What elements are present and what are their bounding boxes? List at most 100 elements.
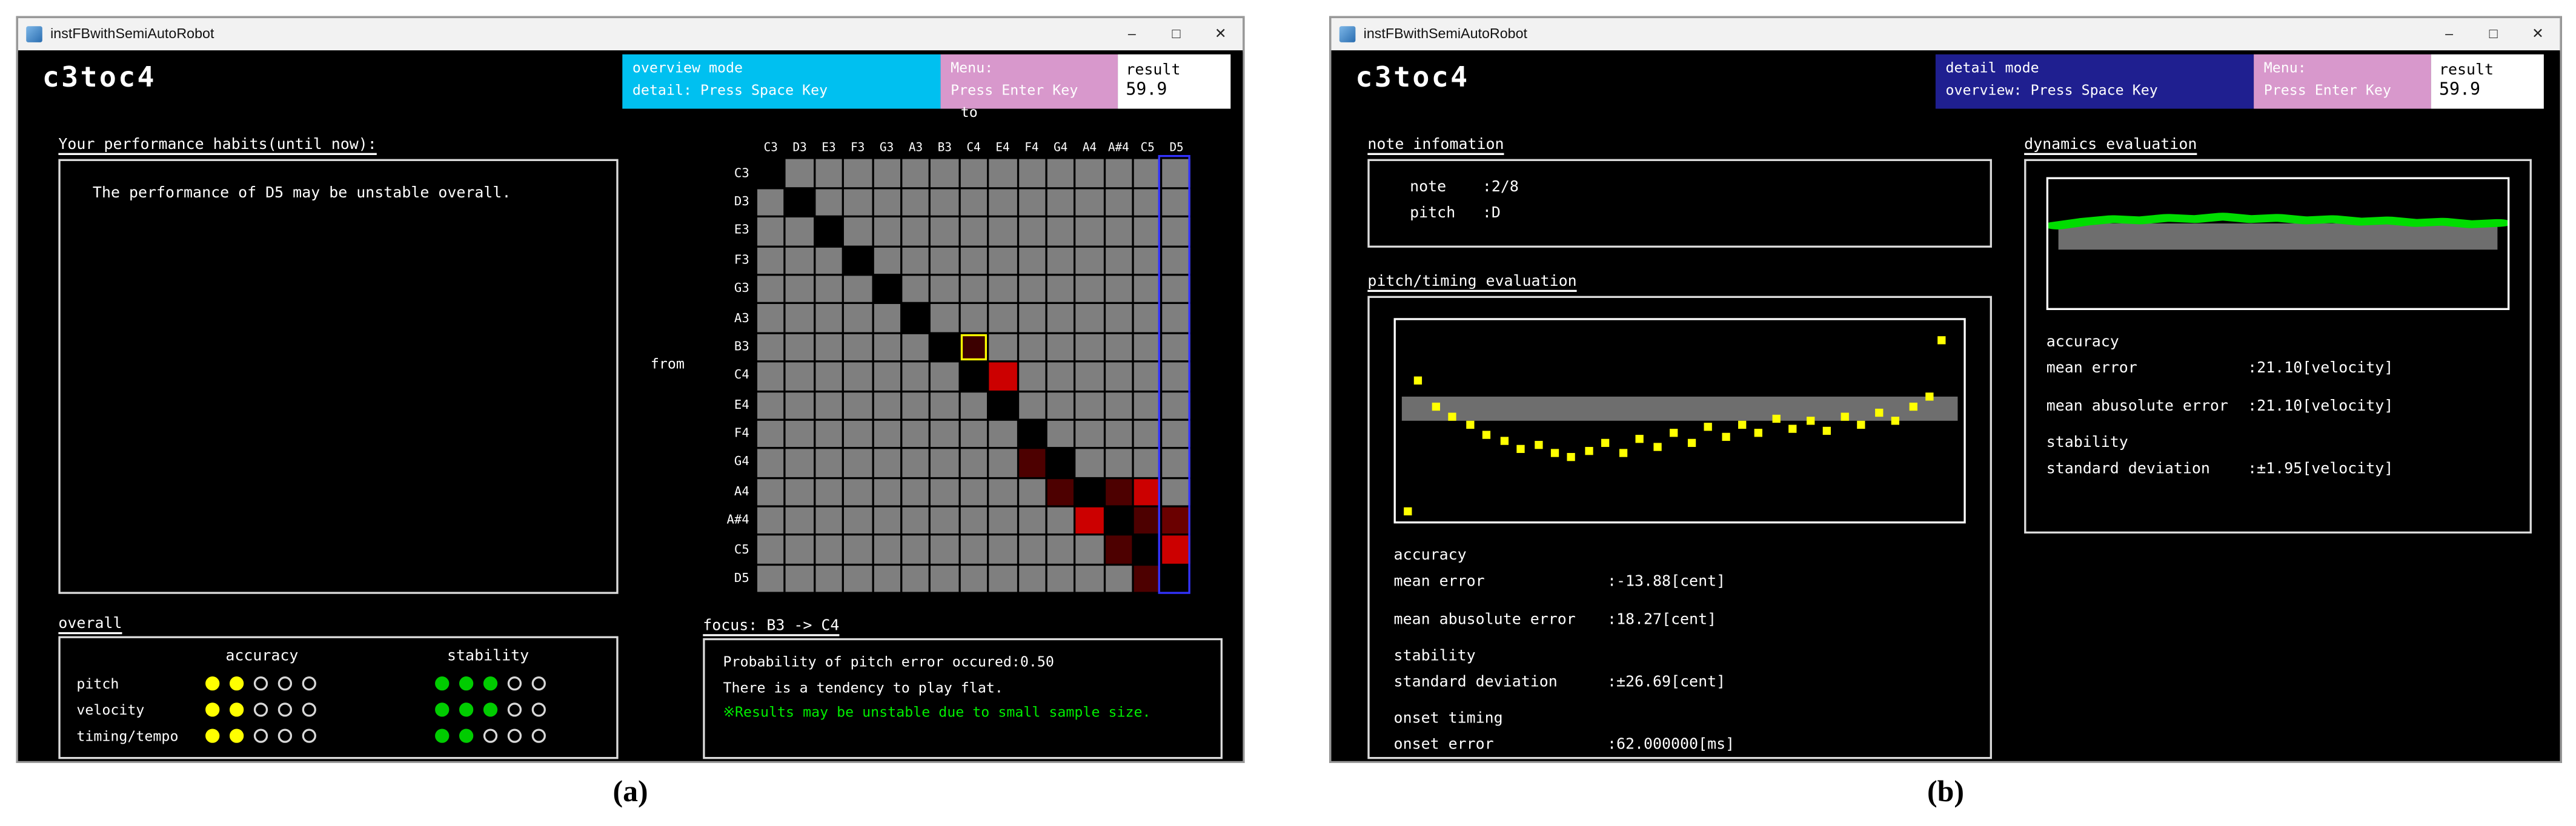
matrix-row-label: D5 xyxy=(734,572,749,586)
matrix-cell xyxy=(1076,188,1103,216)
matrix-col-header: A4 xyxy=(1082,144,1097,156)
mode-line-1: detail mode xyxy=(1945,60,2039,77)
titlebar[interactable]: instFBwithSemiAutoRobot – □ ✕ xyxy=(18,18,1243,53)
matrix-row-label: F4 xyxy=(734,427,749,441)
matrix-cell xyxy=(1076,159,1103,187)
minimize-button[interactable]: – xyxy=(1127,27,1136,42)
window-overview-mode: instFBwithSemiAutoRobot – □ ✕ c3toc4 ove… xyxy=(16,16,1245,763)
note-line: note:2/8 xyxy=(1410,173,1990,199)
matrix-cell xyxy=(1047,333,1074,361)
matrix-row-label: C3 xyxy=(734,166,749,180)
note-value: :2/8 xyxy=(1482,177,1519,196)
close-button[interactable]: ✕ xyxy=(1214,28,1227,42)
stat-group-header: stability xyxy=(2046,432,2128,451)
matrix-cell xyxy=(960,188,988,216)
matrix-col-header: C5 xyxy=(1140,144,1155,156)
matrix-cell xyxy=(815,449,843,477)
stat-label: standard deviation xyxy=(1393,672,1558,690)
matrix-cell xyxy=(989,507,1017,535)
matrix-cell xyxy=(989,333,1017,361)
matrix-cell xyxy=(931,565,958,593)
matrix-cell xyxy=(1134,217,1161,245)
titlebar[interactable]: instFBwithSemiAutoRobot – □ ✕ xyxy=(1331,18,2560,53)
matrix-cell xyxy=(1105,536,1132,564)
matrix-cell xyxy=(902,391,929,419)
matrix-cell xyxy=(844,391,872,419)
matrix-cell xyxy=(786,507,814,535)
maximize-button[interactable]: □ xyxy=(2489,27,2498,42)
habits-panel: The performance of D5 may be unstable ov… xyxy=(58,159,619,594)
overall-row-label: velocity xyxy=(76,702,145,719)
matrix-cell xyxy=(757,420,785,448)
matrix-cell xyxy=(1076,333,1103,361)
matrix-cell xyxy=(1018,420,1046,448)
pitch-eval-label: pitch/timing evaluation xyxy=(1367,271,1577,290)
matrix-cell xyxy=(873,478,900,506)
rating-dot xyxy=(229,702,244,717)
pitch-data-point xyxy=(1636,435,1644,443)
matrix-cell xyxy=(989,246,1017,274)
matrix-cell xyxy=(1163,391,1190,419)
close-button[interactable]: ✕ xyxy=(2532,28,2544,42)
maximize-button[interactable]: □ xyxy=(1172,27,1181,42)
matrix-cell xyxy=(757,276,785,303)
matrix-cell xyxy=(757,449,785,477)
matrix-cell xyxy=(931,188,958,216)
focus-panel: Probability of pitch error occured:0.50 T… xyxy=(703,638,1223,759)
matrix-cell xyxy=(815,217,843,245)
matrix-cell xyxy=(1018,565,1046,593)
matrix-cell xyxy=(960,507,988,535)
dynamics-stats: accuracy mean error:21.10[velocity] mean a… xyxy=(2047,330,2518,480)
matrix-cell xyxy=(844,276,872,303)
matrix-cell xyxy=(1018,391,1046,419)
matrix-cell xyxy=(815,159,843,187)
matrix-cell xyxy=(931,159,958,187)
matrix-cell xyxy=(1134,449,1161,477)
matrix-cell xyxy=(1018,246,1046,274)
matrix-cell xyxy=(931,536,958,564)
pitch-data-point xyxy=(1466,420,1474,429)
client-area: c3toc4 detail mode overview: Press Space… xyxy=(1331,50,2560,761)
stat-label: onset error xyxy=(1393,734,1494,753)
accuracy-column-header: accuracy xyxy=(225,646,299,665)
rating-dot xyxy=(507,676,522,691)
stat-line: mean error:-13.88[cent] xyxy=(1394,569,1978,594)
result-label: result xyxy=(1126,60,1181,79)
matrix-col-header: A3 xyxy=(908,144,923,156)
matrix-cell xyxy=(844,305,872,332)
matrix-cell xyxy=(844,478,872,506)
pitch-data-point xyxy=(1533,441,1542,449)
matrix-cell xyxy=(1018,333,1046,361)
matrix-cell xyxy=(1076,362,1103,390)
matrix-cell xyxy=(1134,391,1161,419)
matrix-cell xyxy=(873,362,900,390)
matrix-cell xyxy=(1134,420,1161,448)
overall-row: pitch xyxy=(61,672,617,698)
matrix-cell xyxy=(1134,276,1161,303)
matrix-cell xyxy=(1047,276,1074,303)
matrix-cell xyxy=(1163,449,1190,477)
matrix-cell xyxy=(902,478,929,506)
pitch-data-point xyxy=(1806,417,1814,425)
piece-title: c3toc4 xyxy=(1355,62,1470,95)
minimize-button[interactable]: – xyxy=(2445,27,2454,42)
pitch-data-point xyxy=(1908,402,1917,411)
pitch-data-point xyxy=(1772,414,1781,423)
matrix-cell xyxy=(844,420,872,448)
matrix-cell xyxy=(873,565,900,593)
stat-label: mean error xyxy=(1393,572,1485,590)
matrix-row-label: A3 xyxy=(734,311,749,326)
matrix-to-label: to xyxy=(960,104,978,121)
pitch-eval-panel: accuracy mean error:-13.88[cent] mean abus… xyxy=(1367,296,1992,759)
matrix-cell xyxy=(786,565,814,593)
rating-dot xyxy=(507,729,522,743)
menu-banner: Menu: Press Enter Key xyxy=(940,54,1118,109)
matrix-cell xyxy=(1105,333,1132,361)
matrix-cell xyxy=(902,536,929,564)
matrix-cell xyxy=(873,305,900,332)
matrix-cell xyxy=(902,507,929,535)
matrix-cell xyxy=(844,565,872,593)
matrix-row-label: F3 xyxy=(734,253,749,268)
matrix-cell xyxy=(844,449,872,477)
unstable-column-highlight xyxy=(1158,154,1190,594)
